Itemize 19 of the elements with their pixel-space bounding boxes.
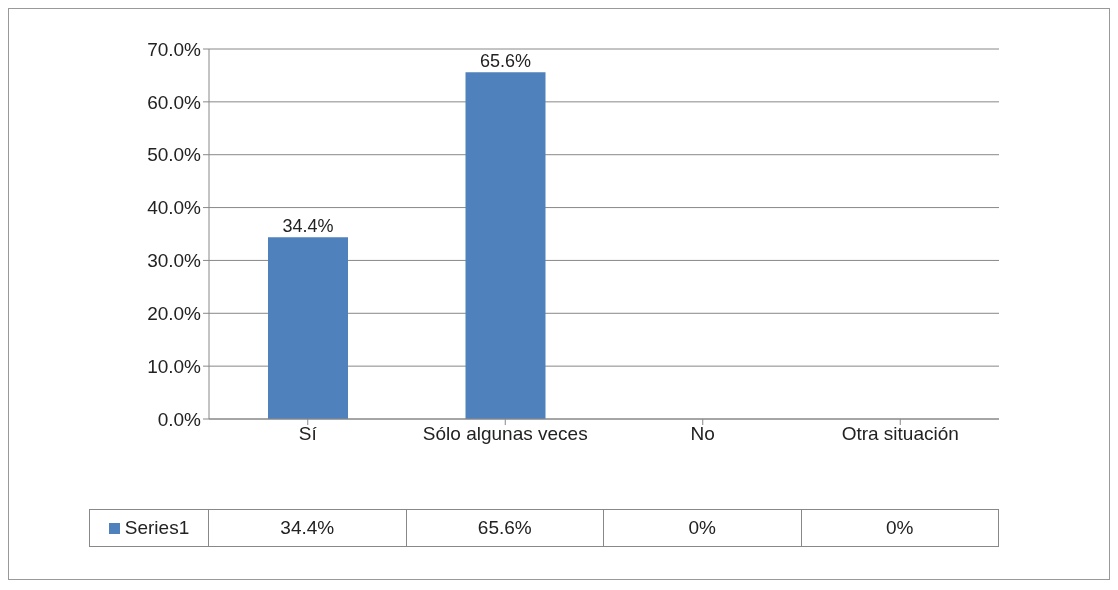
y-tick-label: 70.0% [147,38,202,60]
text: 65.6% [477,517,532,538]
y-tick-label: 10.0% [147,355,202,377]
x-tick-label: No [690,423,715,445]
y-tick-label: 30.0% [147,250,202,272]
text: 34.4% [282,216,334,237]
y-tick-label: 50.0% [147,144,202,166]
legend-label: Series1 [124,517,190,539]
x-tick-label: Otra situación [841,423,959,445]
y-tick-label: 20.0% [147,303,202,325]
y-tick-label: 40.0% [147,197,202,219]
text: 0% [886,517,914,538]
x-tick-label: Sí [298,423,318,445]
text: 34.4% [280,517,335,538]
y-tick-label: 0.0% [157,408,202,430]
x-tick-label: Sólo algunas veces [422,423,588,445]
text: 0% [688,517,716,538]
y-tick-label: 60.0% [147,91,202,113]
text: 65.6% [479,51,532,72]
